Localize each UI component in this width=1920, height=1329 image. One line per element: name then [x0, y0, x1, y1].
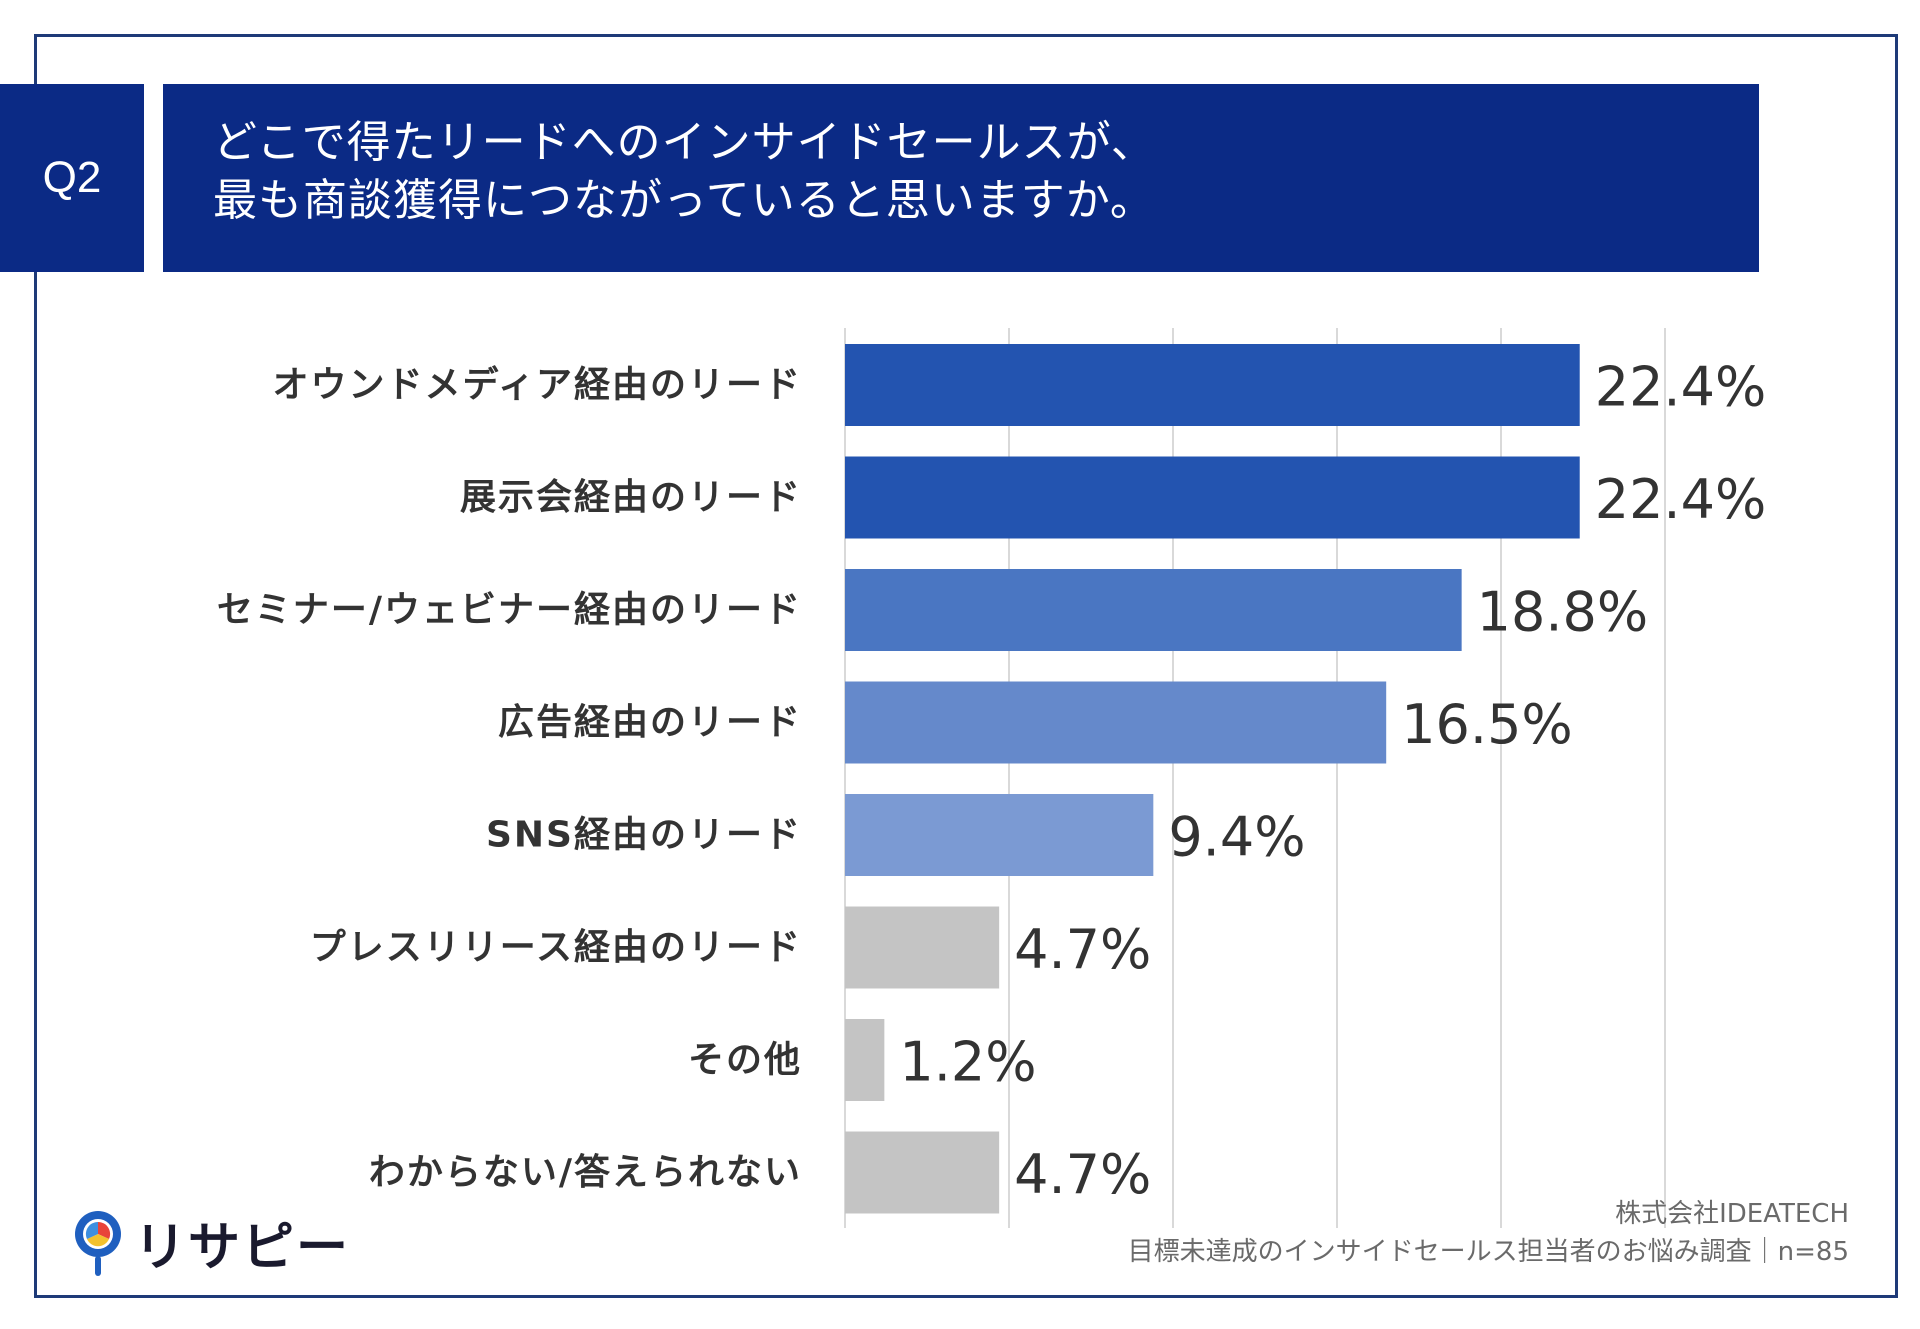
source-company: 株式会社IDEATECH: [1615, 1199, 1849, 1229]
value-label: 22.4%: [1595, 356, 1767, 419]
chart-bars: [845, 344, 1580, 1214]
category-label: オウンドメディア経由のリード: [273, 364, 802, 406]
bar-7: [845, 1019, 885, 1101]
category-label: 広告経由のリード: [498, 702, 802, 743]
value-label: 22.4%: [1595, 468, 1767, 531]
bar-6: [845, 906, 1000, 989]
value-label: 4.7%: [1014, 918, 1151, 981]
value-label: 4.7%: [1014, 1143, 1151, 1206]
category-label: セミナー/ウェビナー経由のリード: [217, 590, 802, 631]
category-label: わからない/答えられない: [369, 1152, 802, 1193]
bar-4: [845, 681, 1387, 764]
value-label: 1.2%: [899, 1031, 1036, 1094]
category-labels: オウンドメディア経由のリード展示会経由のリードセミナー/ウェビナー経由のリード広…: [217, 364, 802, 1194]
source-survey: 目標未達成のインサイドセールス担当者のお悩み調査｜n=85: [1127, 1237, 1849, 1267]
category-label: その他: [688, 1040, 802, 1081]
question-line-1: どこで得たリードへのインサイドセールスが、: [213, 117, 1156, 168]
bar-8: [845, 1131, 1000, 1214]
source-note: 株式会社IDEATECH 目標未達成のインサイドセールス担当者のお悩み調査｜n=…: [1128, 1195, 1849, 1271]
bar-1: [845, 344, 1580, 426]
question-badge: Q2: [0, 84, 144, 272]
chart-frame: [34, 34, 1898, 1298]
question-line-2: 最も商談獲得につながっていると思いますか。: [213, 175, 1155, 226]
bar-2: [845, 456, 1580, 539]
category-label: SNS経由のリード: [486, 815, 802, 856]
bar-5: [845, 794, 1154, 876]
value-label: 9.4%: [1168, 806, 1305, 869]
value-label: 16.5%: [1401, 693, 1573, 756]
value-labels: 22.4% 22.4% 18.8% 16.5% 9.4% 4.7% 1.2% 4.7%: [899, 356, 1766, 1207]
pin-logo-icon: [75, 1210, 121, 1276]
question-title: どこで得たリードへのインサイドセールスが、 最も商談獲得につながっていると思いま…: [163, 84, 1759, 272]
risapy-logo: リサピー: [70, 1205, 350, 1280]
category-label: プレスリリース経由のリード: [310, 927, 802, 968]
logo-text: リサピー: [134, 1218, 351, 1278]
value-label: 18.8%: [1477, 581, 1649, 644]
category-label: 展示会経由のリード: [460, 477, 802, 518]
bar-3: [845, 569, 1462, 651]
